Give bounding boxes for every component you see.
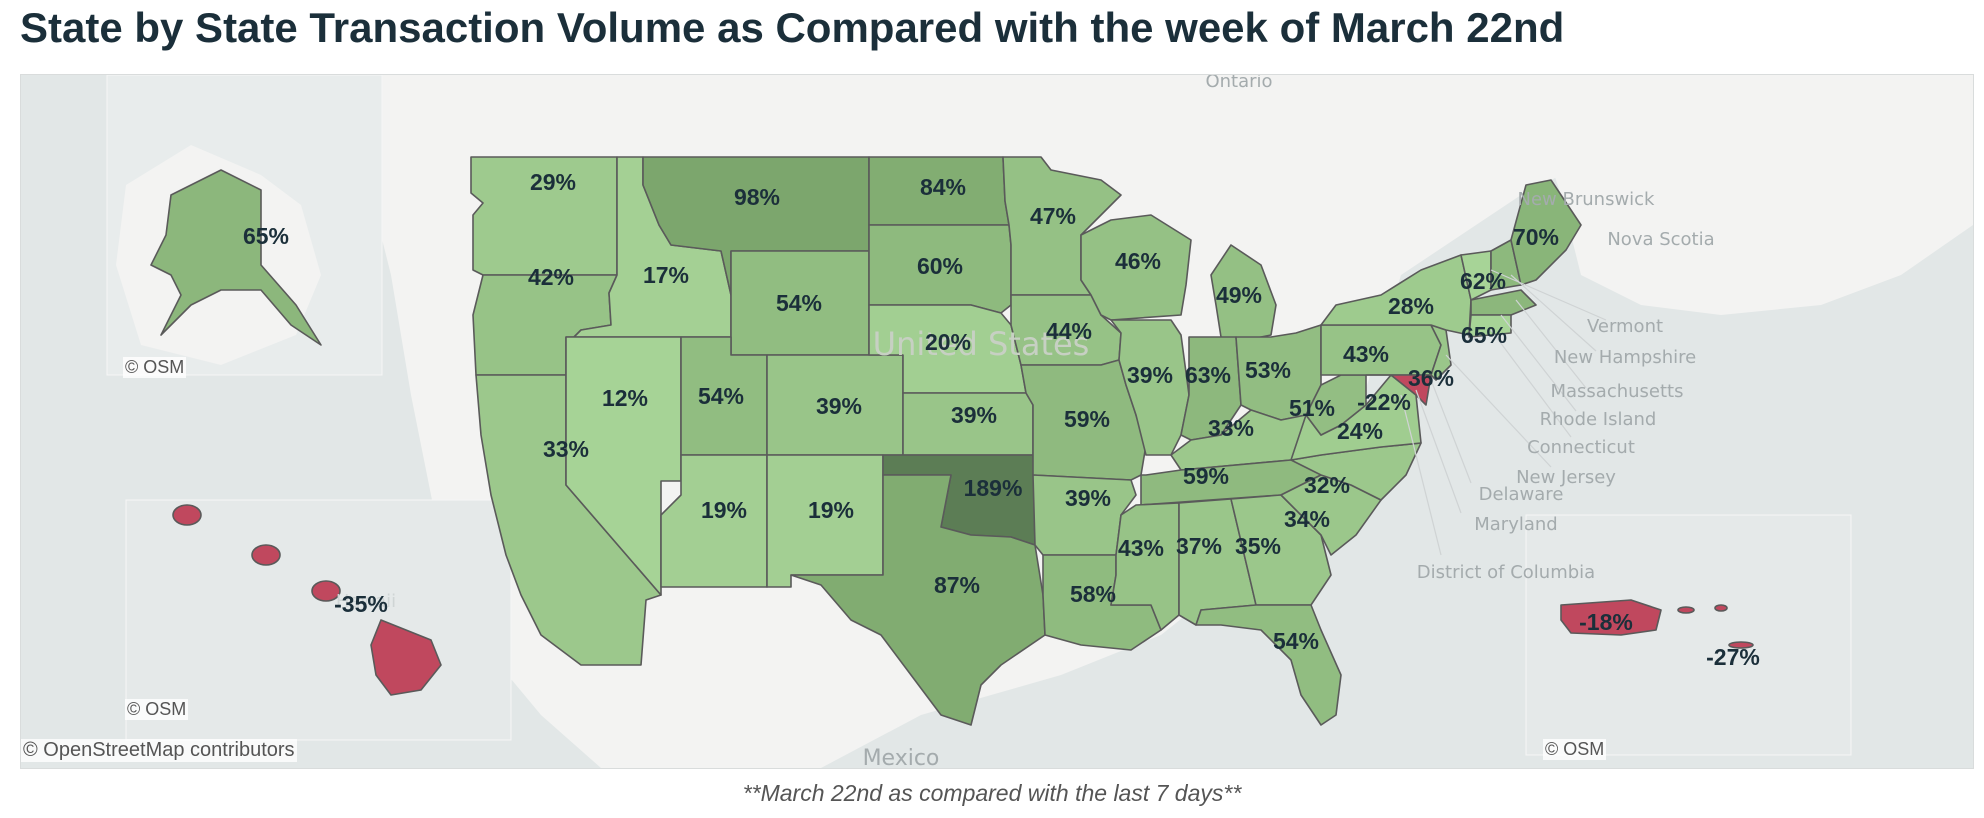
value-label-ak: 65% — [243, 223, 289, 249]
value-label-ut: 54% — [698, 383, 744, 409]
state-hi[interactable] — [172, 504, 442, 696]
value-label-mi: 49% — [1216, 282, 1262, 308]
value-label-mo: 59% — [1064, 406, 1110, 432]
value-label-id: 17% — [643, 262, 689, 288]
callout-label-connecticut: Connecticut — [1527, 437, 1635, 458]
state-tx[interactable] — [790, 474, 1046, 726]
value-label-il: 39% — [1127, 362, 1173, 388]
value-label-oh: 53% — [1245, 357, 1291, 383]
value-label-nd: 84% — [920, 174, 966, 200]
value-label-al: 37% — [1176, 533, 1222, 559]
callout-label-new-jersey: New Jersey — [1516, 467, 1616, 488]
value-label-ma: 65% — [1461, 322, 1507, 348]
callout-label-new-hampshire: New Hampshire — [1554, 347, 1696, 368]
value-label-sc: 34% — [1284, 506, 1330, 532]
value-label-in: 63% — [1185, 362, 1231, 388]
callout-label-massachusetts: Massachusetts — [1550, 381, 1683, 402]
osm-attribution[interactable]: © OpenStreetMap contributors — [21, 739, 297, 762]
alaska-inset-attribution[interactable]: © OSM — [123, 357, 187, 378]
basemap-label-mexico: Mexico — [863, 746, 940, 768]
value-label-nj: 36% — [1408, 365, 1454, 391]
basemap-label-nova-scotia: Nova Scotia — [1607, 229, 1714, 250]
value-label-ks: 39% — [951, 402, 997, 428]
value-label-wa: 29% — [530, 169, 576, 195]
value-label-pa: 43% — [1343, 341, 1389, 367]
value-label-ca: 33% — [543, 436, 589, 462]
value-labels: 29% 42% 33% 17% 12% 98% 54% 54% 19% 39% … — [243, 169, 1760, 670]
value-label-wi: 46% — [1115, 248, 1161, 274]
hawaii-inset — [125, 499, 512, 741]
value-label-co: 39% — [816, 393, 862, 419]
value-label-tn: 59% — [1183, 463, 1229, 489]
basemap-canada-east — [1521, 75, 1973, 315]
value-label-ia: 44% — [1046, 318, 1092, 344]
value-label-nh: 62% — [1460, 268, 1506, 294]
basemap-label-hawaii: Hawaii — [336, 591, 396, 612]
value-label-va: 24% — [1337, 418, 1383, 444]
value-label-ne: 20% — [925, 329, 971, 355]
state-mi[interactable] — [1210, 244, 1277, 342]
callout-label-delaware: Delaware — [1479, 484, 1564, 505]
territory-vi[interactable] — [1677, 604, 1754, 649]
value-label-sd: 60% — [917, 253, 963, 279]
basemap-label-new-brunswick: New Brunswick — [1518, 189, 1656, 210]
value-label-mn: 47% — [1030, 203, 1076, 229]
state-mo[interactable] — [1020, 359, 1147, 481]
value-label-ny: 28% — [1388, 293, 1434, 319]
state-ct[interactable] — [1468, 314, 1512, 338]
basemap-label-ontario: Ontario — [1205, 75, 1272, 92]
state-fl[interactable] — [1195, 604, 1342, 726]
page-title: State by State Transaction Volume as Com… — [20, 4, 1565, 51]
value-label-wy: 54% — [776, 290, 822, 316]
value-label-nv: 12% — [602, 385, 648, 411]
state-pr[interactable] — [1560, 599, 1662, 636]
caribbean-inset — [1525, 514, 1852, 756]
state-md[interactable] — [1365, 374, 1432, 406]
value-label-md: -22% — [1357, 389, 1411, 415]
value-label-nc: 32% — [1304, 472, 1350, 498]
value-label-tx: 87% — [934, 572, 980, 598]
callout-label-district-of-columbia: District of Columbia — [1417, 562, 1595, 583]
state-wi[interactable] — [1080, 214, 1192, 321]
value-label-pr: -18% — [1579, 609, 1633, 635]
state-wv[interactable] — [1305, 374, 1367, 436]
value-label-or: 42% — [528, 264, 574, 290]
state-ak[interactable] — [150, 169, 322, 346]
value-label-mt: 98% — [734, 184, 780, 210]
basemap-labels: Ontario New Brunswick Nova Scotia United… — [336, 75, 1715, 768]
choropleth-map[interactable]: Ontario New Brunswick Nova Scotia United… — [20, 74, 1974, 769]
footer-note: **March 22nd as compared with the last 7… — [742, 780, 1242, 806]
value-label-ga: 35% — [1235, 533, 1281, 559]
value-label-la: 58% — [1070, 581, 1116, 607]
state-il[interactable] — [1110, 319, 1190, 456]
value-label-ok: 189% — [964, 475, 1023, 501]
callout-lines — [1400, 269, 1607, 556]
value-label-az: 19% — [701, 497, 747, 523]
value-label-ar: 39% — [1065, 485, 1111, 511]
value-label-wv: 51% — [1289, 395, 1335, 421]
value-label-me: 70% — [1513, 224, 1559, 250]
callout-label-vermont: Vermont — [1587, 316, 1663, 337]
value-label-hi: -35% — [334, 591, 388, 617]
callout-labels: Vermont New Hampshire Massachusetts Rhod… — [1417, 316, 1696, 583]
callout-label-maryland: Maryland — [1474, 514, 1557, 535]
value-label-ky: 33% — [1208, 415, 1254, 441]
basemap-label-united-states: United States — [873, 325, 1090, 363]
value-label-ms: 43% — [1118, 535, 1164, 561]
value-label-fl: 54% — [1273, 628, 1319, 654]
caribbean-inset-attribution[interactable]: © OSM — [1543, 739, 1607, 760]
value-label-nm: 19% — [808, 497, 854, 523]
callout-label-rhode-island: Rhode Island — [1540, 409, 1657, 430]
value-label-vi: -27% — [1706, 644, 1760, 670]
hawaii-inset-attribution[interactable]: © OSM — [125, 699, 189, 720]
